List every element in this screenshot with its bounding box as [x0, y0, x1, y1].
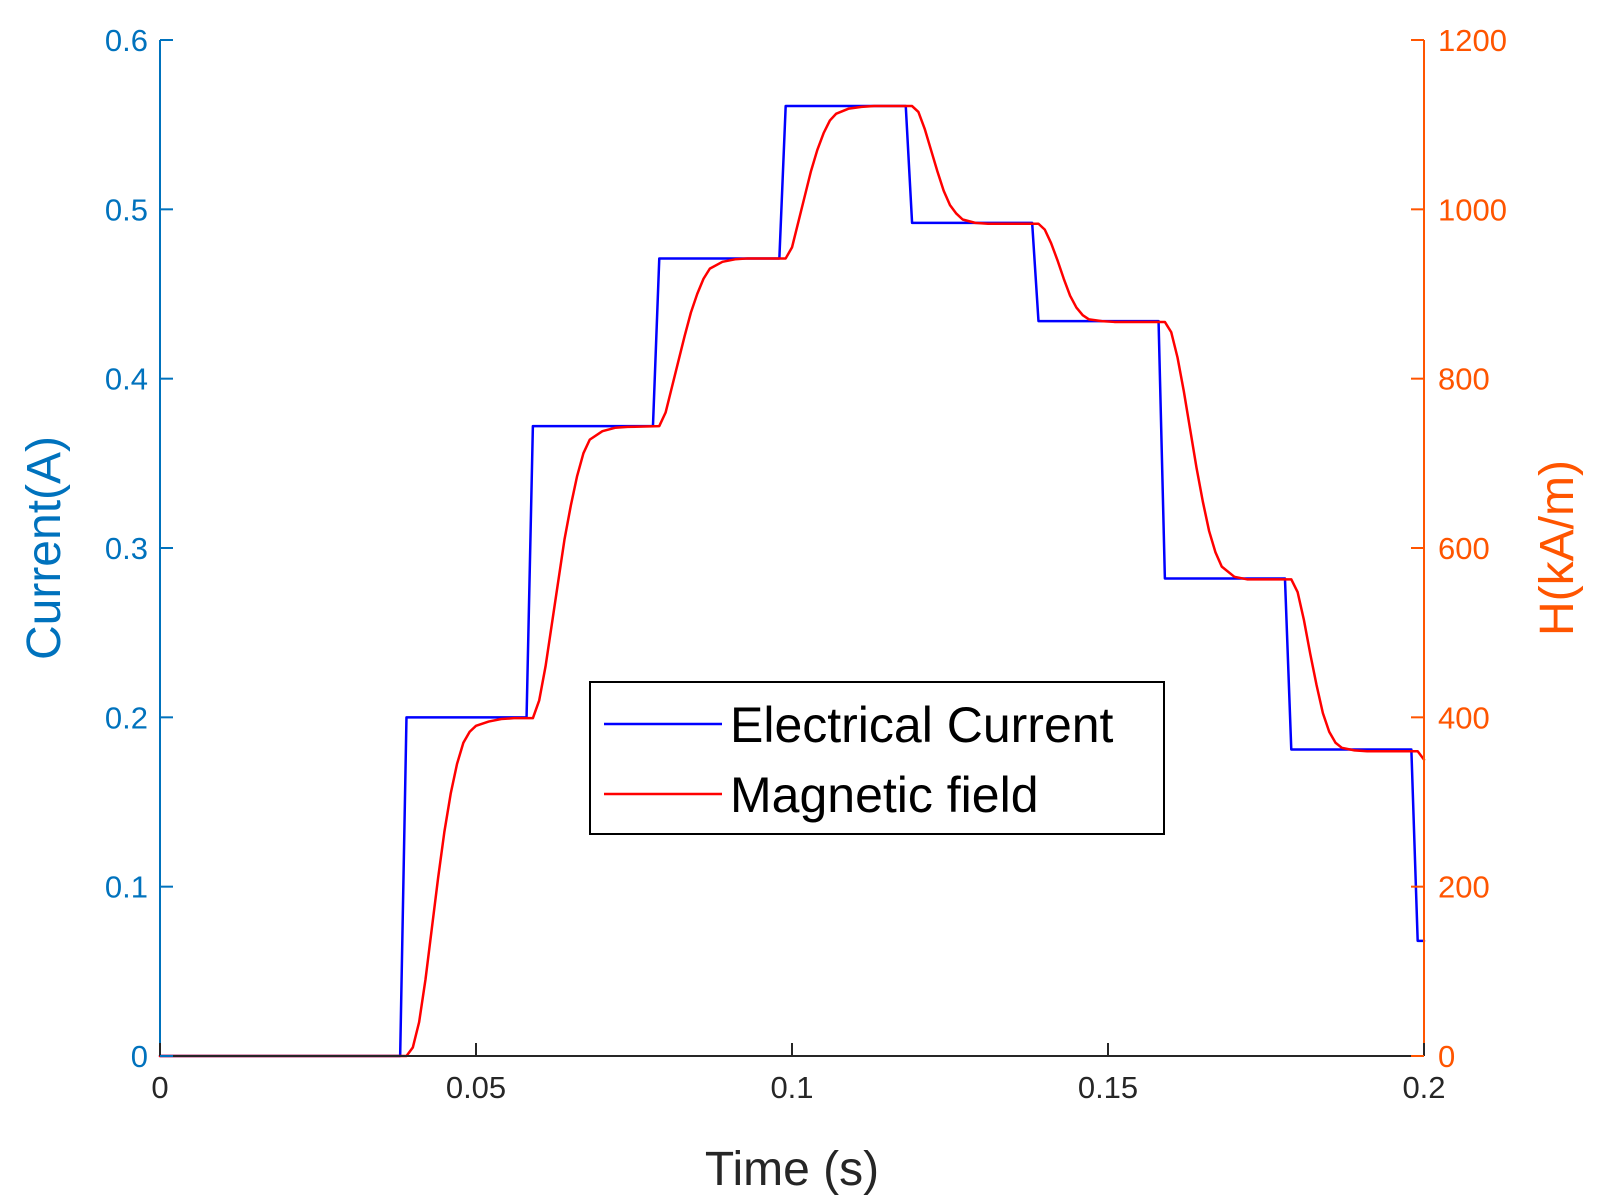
right-y-tick-label: 0 — [1438, 1039, 1455, 1074]
left-y-tick-label: 0.3 — [105, 531, 148, 566]
x-tick-label: 0.05 — [446, 1070, 506, 1105]
left-ticks: 0 0.1 0.2 0.3 0.4 0.5 0.6 — [105, 23, 173, 1074]
right-y-tick-label: 600 — [1438, 531, 1490, 566]
left-y-tick-label: 0.5 — [105, 192, 148, 227]
legend-box — [589, 681, 1165, 835]
x-tick-label: 0.2 — [1402, 1070, 1445, 1105]
x-tick-label: 0 — [151, 1070, 168, 1105]
electrical-current-line — [158, 104, 1426, 1058]
legend-text-current: Electrical Current — [730, 697, 1114, 753]
x-axis-label: Time (s) — [705, 1143, 879, 1196]
x-tick-label: 0.15 — [1078, 1070, 1138, 1105]
x-ticks: 0 0.05 0.1 0.15 0.2 — [151, 1043, 1446, 1105]
series-layer — [158, 104, 1426, 1058]
axes-layer: 0 0.05 0.1 0.15 0.2 0 0.1 0.2 0.3 0.4 0.5 0.6 0 200… — [105, 23, 1507, 1105]
right-y-tick-label: 1000 — [1438, 192, 1507, 227]
right-y-tick-label: 800 — [1438, 362, 1490, 397]
left-axis-label: Current(A) — [18, 436, 71, 660]
left-y-tick-label: 0.2 — [105, 700, 148, 735]
legend-text-field: Magnetic field — [730, 767, 1039, 823]
right-y-tick-label: 200 — [1438, 870, 1490, 905]
right-y-tick-label: 1200 — [1438, 23, 1507, 58]
right-axis-label: H(kA/m) — [1531, 460, 1584, 636]
legend: Electrical Current Magnetic field — [589, 681, 1165, 835]
plot-frame — [160, 40, 1424, 1056]
left-y-tick-label: 0 — [131, 1039, 148, 1074]
left-y-tick-label: 0.1 — [105, 870, 148, 905]
left-y-tick-label: 0.6 — [105, 23, 148, 58]
right-y-tick-label: 400 — [1438, 700, 1490, 735]
x-tick-label: 0.1 — [770, 1070, 813, 1105]
left-y-tick-label: 0.4 — [105, 362, 148, 397]
plot-area — [160, 40, 1424, 1056]
magnetic-field-line — [158, 104, 1426, 1058]
right-ticks: 0 200 400 600 800 1000 1200 — [1411, 23, 1507, 1074]
